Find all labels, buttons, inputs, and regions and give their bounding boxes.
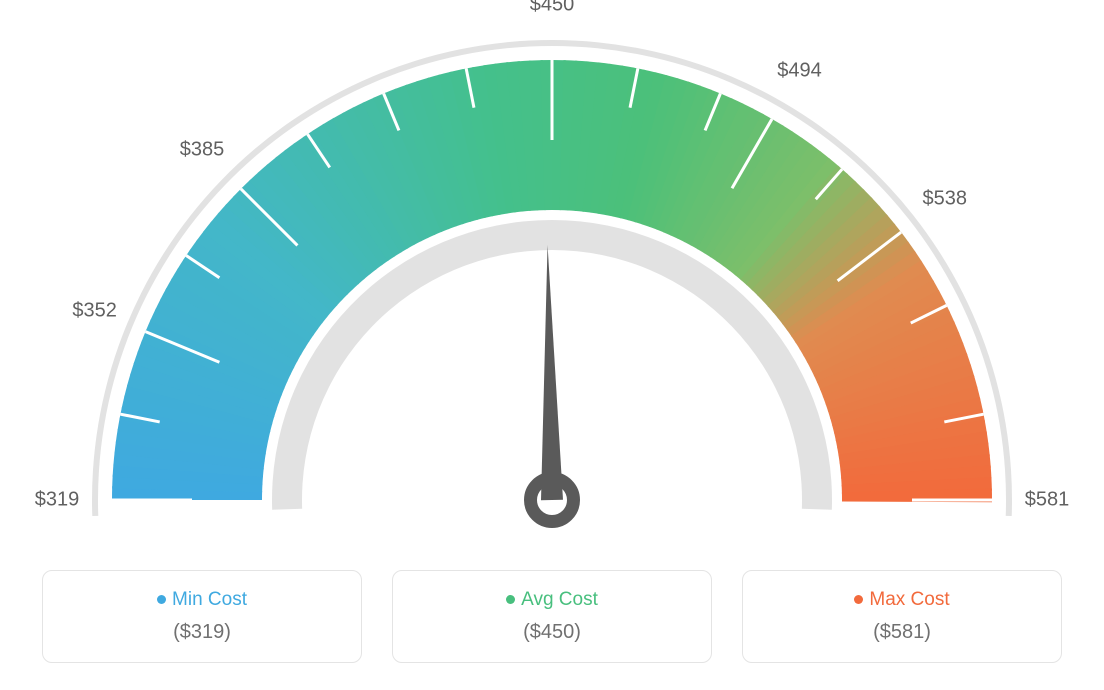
- tick-label: $385: [180, 138, 225, 161]
- dot-icon-min: [157, 595, 166, 604]
- legend-value-max: ($581): [753, 621, 1051, 644]
- needle: [541, 245, 563, 500]
- tick-label: $581: [1025, 489, 1070, 512]
- gauge-container: $319 $352 $385 $450 $494 $538 $581: [0, 0, 1104, 560]
- legend-value-min: ($319): [53, 621, 351, 644]
- legend-title-max: Max Cost: [753, 589, 1051, 611]
- tick-label: $538: [922, 187, 967, 210]
- legend-title-text-avg: Avg Cost: [521, 589, 598, 610]
- legend-title-text-min: Min Cost: [172, 589, 247, 610]
- tick-label: $450: [530, 0, 575, 17]
- legend-card-min: Min Cost ($319): [42, 570, 362, 663]
- legend-title-min: Min Cost: [53, 589, 351, 611]
- tick-label: $319: [35, 489, 80, 512]
- legend-title-avg: Avg Cost: [403, 589, 701, 611]
- gauge-svg: [0, 0, 1104, 560]
- tick-label: $352: [72, 299, 117, 322]
- tick-label: $494: [777, 60, 822, 83]
- legend-row: Min Cost ($319) Avg Cost ($450) Max Cost…: [0, 560, 1104, 683]
- legend-value-avg: ($450): [403, 621, 701, 644]
- legend-card-avg: Avg Cost ($450): [392, 570, 712, 663]
- dot-icon-max: [854, 595, 863, 604]
- legend-card-max: Max Cost ($581): [742, 570, 1062, 663]
- legend-title-text-max: Max Cost: [869, 589, 949, 610]
- dot-icon-avg: [506, 595, 515, 604]
